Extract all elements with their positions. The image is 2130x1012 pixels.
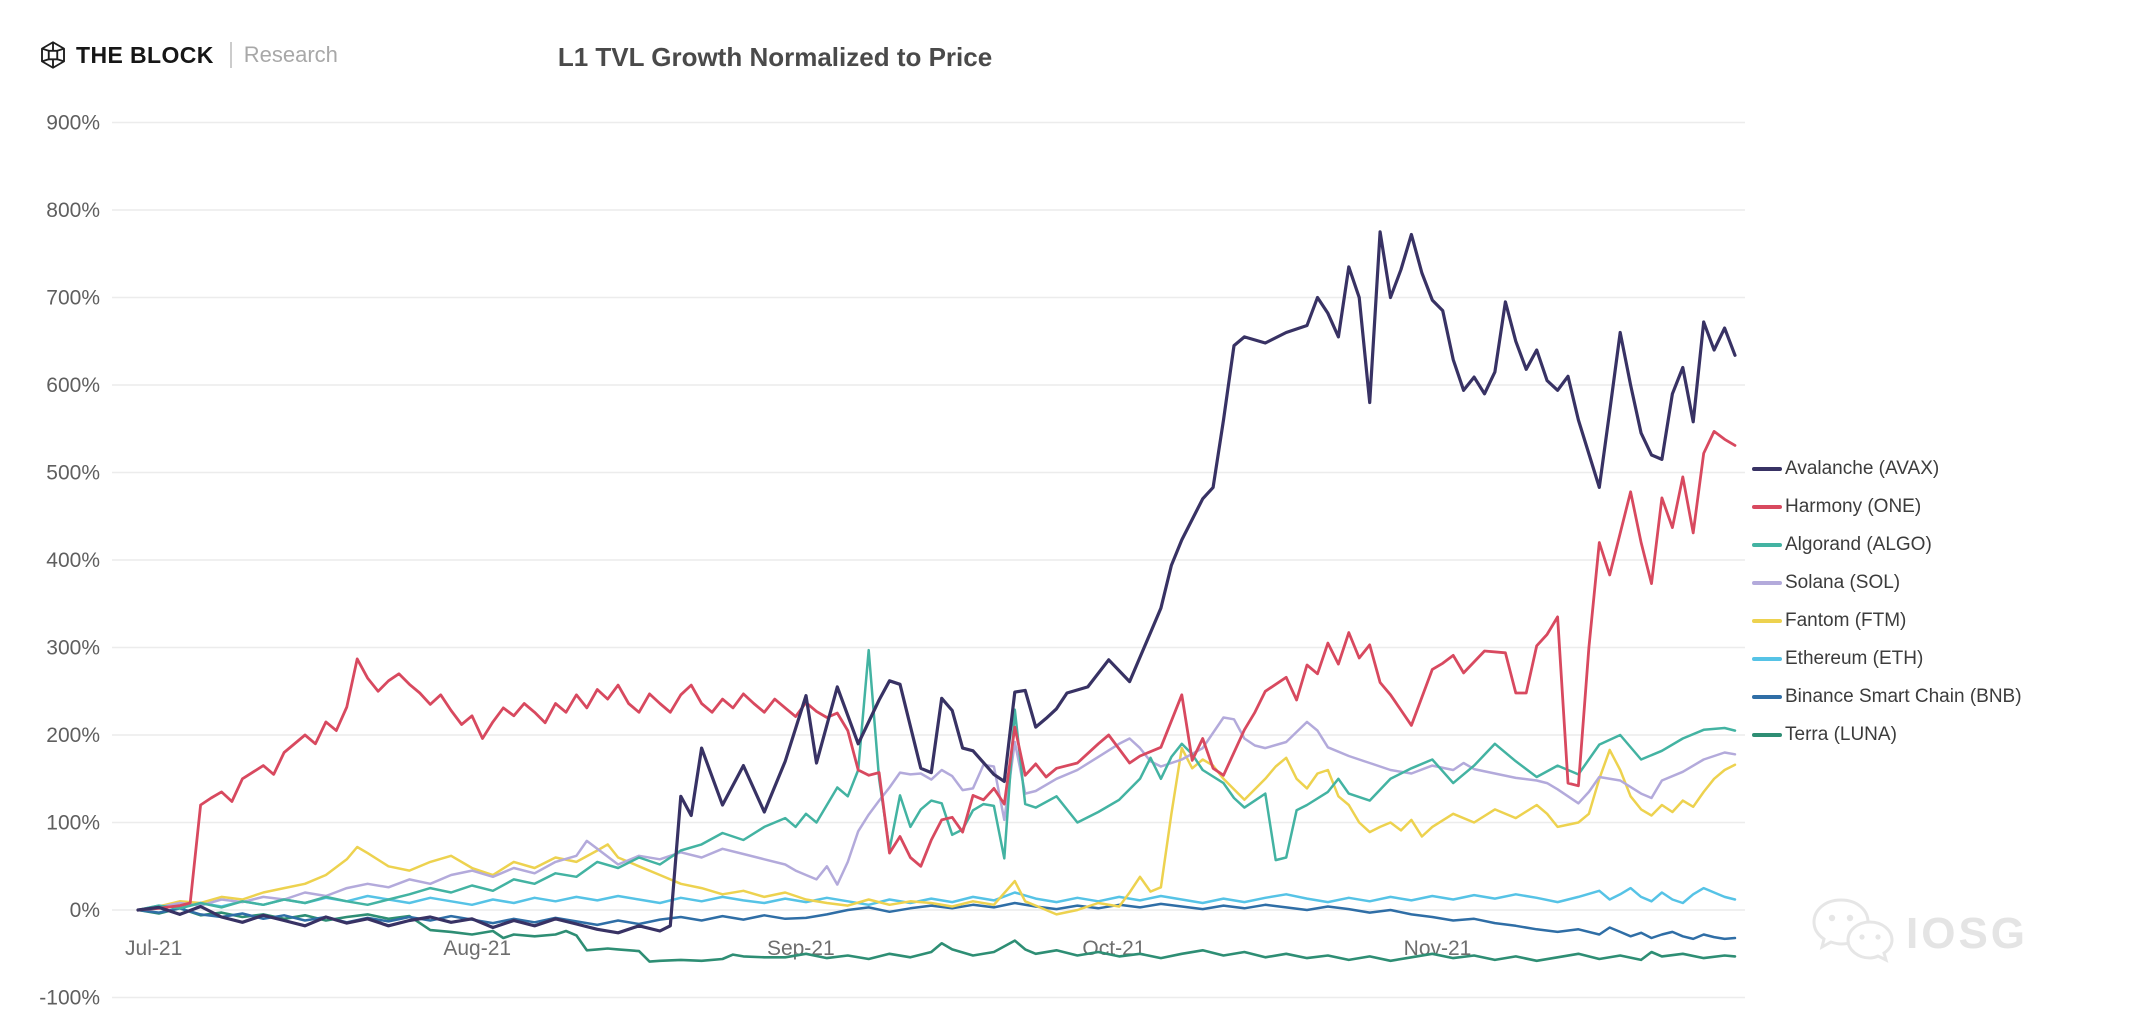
legend-label: Binance Smart Chain (BNB) (1785, 686, 2022, 707)
legend-swatch-icon (1752, 733, 1782, 737)
legend-swatch-icon (1752, 581, 1782, 585)
y-axis-label: 500% (46, 462, 100, 485)
legend-swatch-icon (1752, 619, 1782, 623)
series-line-terra-luna (136, 906, 1737, 963)
y-axis-label: 800% (46, 199, 100, 222)
legend-label: Solana (SOL) (1785, 572, 1901, 593)
legend-swatch-icon (1752, 505, 1782, 509)
series-line-avalanche-avax (136, 230, 1737, 935)
legend-swatch-icon (1752, 695, 1782, 699)
y-axis-label: 900% (46, 112, 100, 135)
x-axis-label: Nov-21 (1404, 937, 1472, 960)
y-axis-label: 400% (46, 549, 100, 572)
y-axis-label: 100% (46, 812, 100, 835)
brand-research-label: Research (243, 42, 338, 67)
y-axis-label: 0% (70, 899, 100, 922)
x-axis-label: Aug-21 (443, 937, 511, 960)
legend-item: Harmony (ONE) (1752, 488, 2022, 526)
brand: THE BLOCK Research (38, 40, 338, 70)
x-axis-label: Sep-21 (767, 937, 835, 960)
legend-item: Binance Smart Chain (BNB) (1752, 678, 2022, 716)
chart-legend: Avalanche (AVAX) Harmony (ONE) Algorand (A… (1752, 450, 2022, 754)
legend-item: Solana (SOL) (1752, 564, 2022, 602)
series-line-fantom-ftm (136, 746, 1737, 916)
legend-label: Fantom (FTM) (1785, 610, 1907, 631)
y-axis-label: 200% (46, 724, 100, 747)
y-axis-label: 700% (46, 287, 100, 310)
y-axis-label: -100% (39, 987, 100, 1010)
legend-swatch-icon (1752, 657, 1782, 661)
legend-swatch-icon (1752, 543, 1782, 547)
brand-divider (229, 42, 232, 68)
legend-label: Avalanche (AVAX) (1785, 458, 1940, 479)
iosg-watermark: IOSG (1808, 892, 2028, 976)
legend-item: Avalanche (AVAX) (1752, 450, 2022, 488)
series-line-ethereum-eth (136, 886, 1737, 912)
series-line-binance-smart-chain-bnb (136, 901, 1737, 941)
y-axis-label: 300% (46, 637, 100, 660)
series-line-solana-sol (136, 716, 1737, 912)
legend-label: Terra (LUNA) (1785, 724, 1897, 745)
page-title: L1 TVL Growth Normalized to Price (557, 42, 993, 72)
legend-item: Fantom (FTM) (1752, 602, 2022, 640)
legend-item: Ethereum (ETH) (1752, 640, 2022, 678)
legend-item: Algorand (ALGO) (1752, 526, 2022, 564)
legend-label: Harmony (ONE) (1785, 496, 1922, 517)
legend-label: Ethereum (ETH) (1785, 648, 1924, 669)
x-axis-label: Jul-21 (125, 937, 182, 960)
y-axis-label: 600% (46, 374, 100, 397)
brand-name: THE BLOCK (76, 41, 214, 68)
wechat-bubbles-icon (1812, 898, 1894, 963)
legend-swatch-icon (1752, 467, 1782, 471)
series-line-harmony-one (136, 429, 1737, 912)
legend-label: Algorand (ALGO) (1785, 534, 1932, 555)
legend-item: Terra (LUNA) (1752, 716, 2022, 754)
series-line-algorand-algo (136, 648, 1737, 912)
the-block-logo-icon (38, 40, 68, 70)
watermark-text: IOSG (1906, 909, 2029, 958)
